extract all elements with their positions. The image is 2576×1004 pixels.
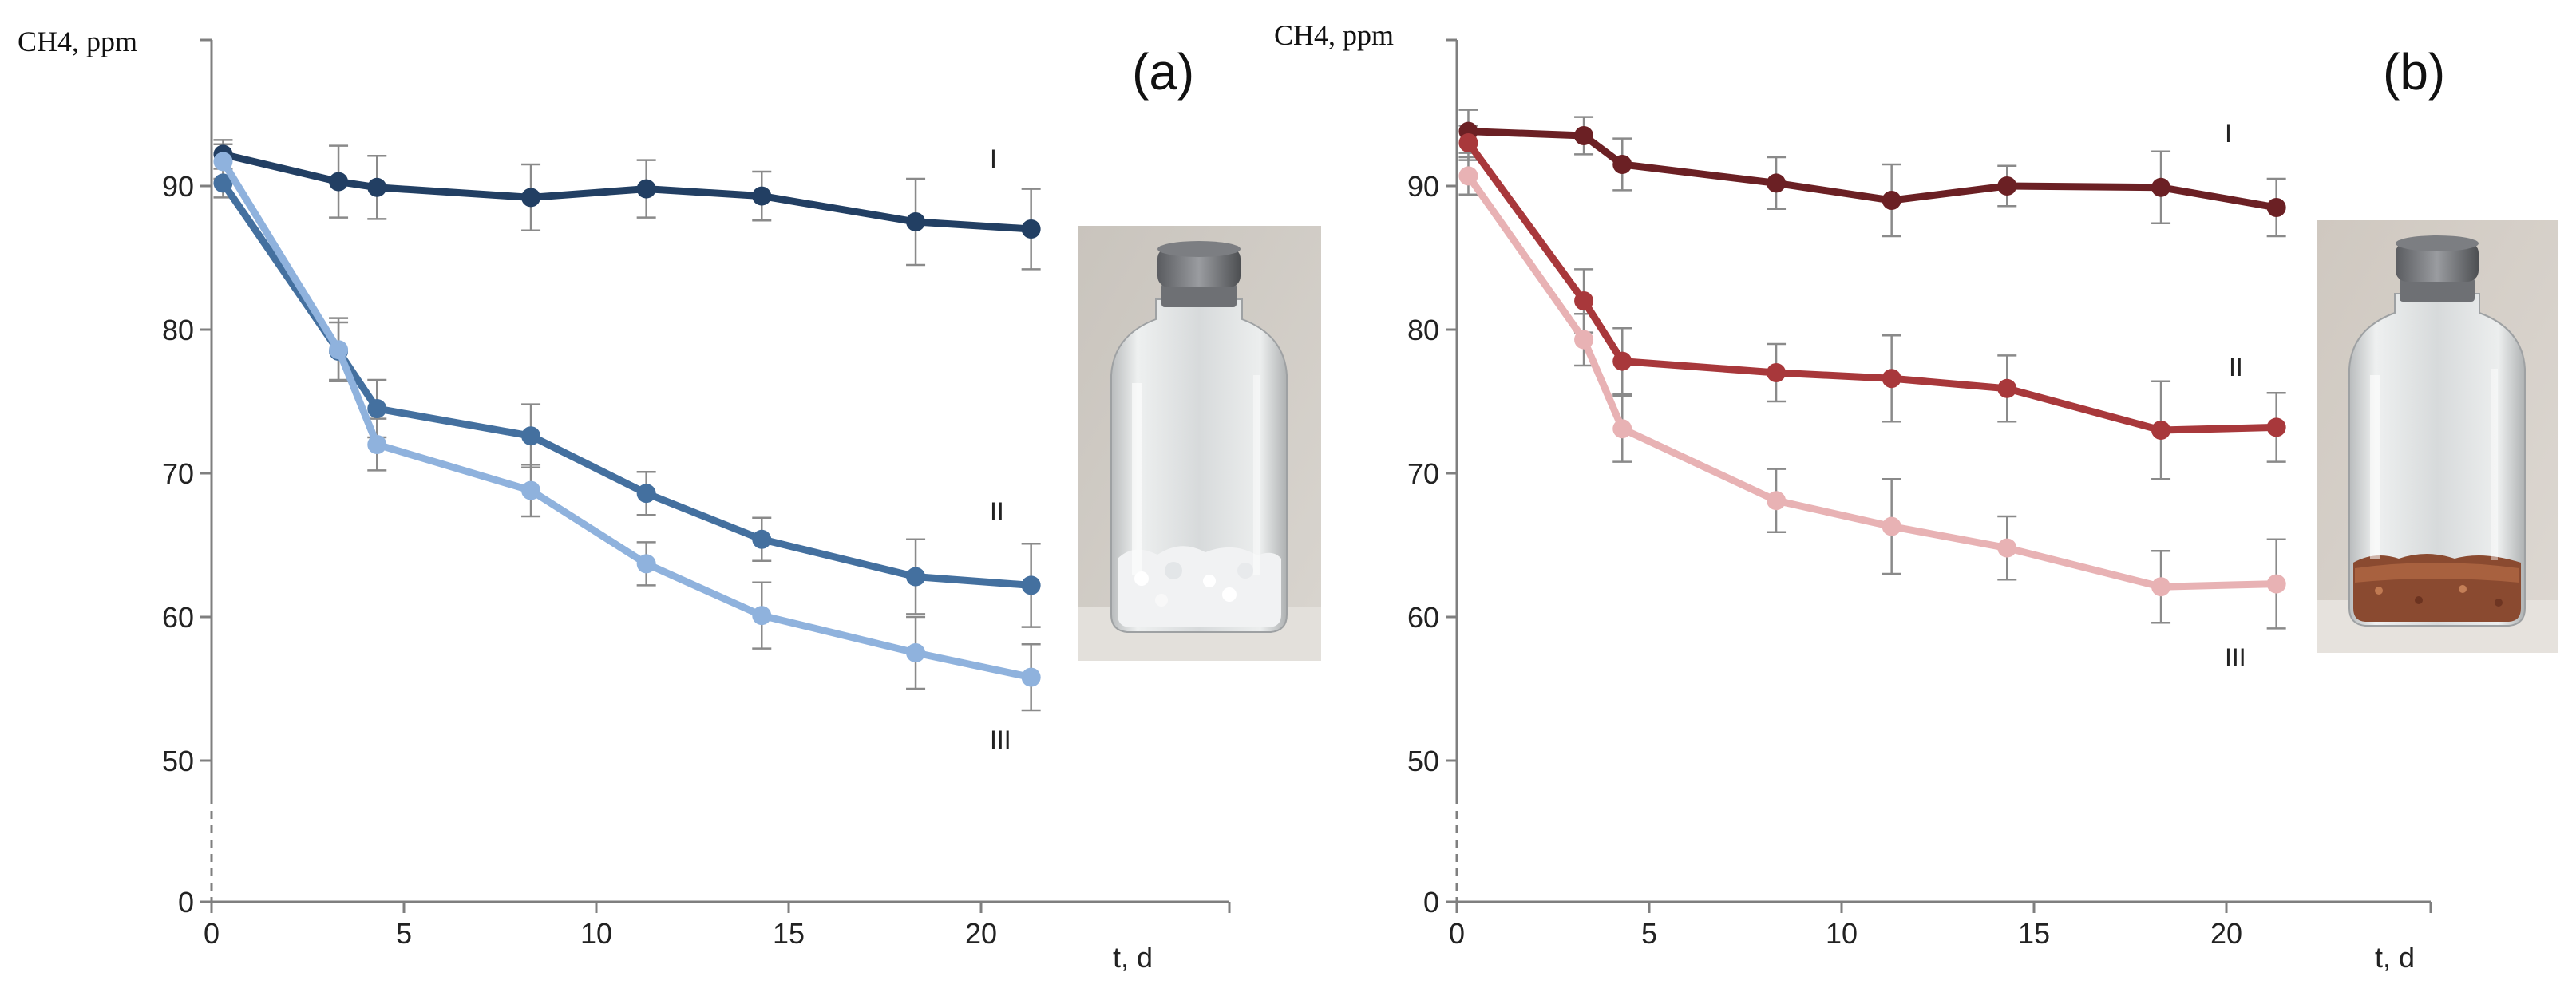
data-point — [1612, 351, 1632, 371]
axes: 0 50 60 70 80 90 0 5 10 15 20 — [162, 38, 1231, 950]
y-tick-label: 80 — [1407, 314, 1439, 346]
y-tick-label: 50 — [162, 745, 194, 777]
data-point — [1574, 330, 1594, 350]
data-point — [1458, 133, 1478, 152]
data-point — [906, 567, 926, 587]
data-point — [752, 606, 772, 626]
data-point — [1021, 667, 1041, 687]
x-axis-label: t, d — [1113, 941, 1153, 974]
series-label: I — [990, 144, 997, 173]
data-point — [752, 529, 772, 549]
data-point — [1612, 419, 1632, 439]
data-point — [521, 426, 541, 446]
glass-vial-brown-granules-icon — [2317, 220, 2558, 653]
data-point — [329, 340, 349, 360]
y-tick-label: 60 — [162, 601, 194, 634]
x-tick-label: 10 — [580, 917, 612, 950]
y-tick-label: 70 — [162, 457, 194, 490]
panel-label: (b) — [2383, 43, 2445, 101]
y-tick-label: 90 — [1407, 170, 1439, 203]
y-tick-label: 80 — [162, 314, 194, 346]
data-point — [1021, 575, 1041, 595]
y-tick-label: 60 — [1407, 601, 1439, 634]
series-lines — [213, 144, 1041, 687]
data-point — [213, 173, 233, 193]
data-point — [636, 554, 656, 574]
y-tick-label: 50 — [1407, 745, 1439, 777]
data-point — [1574, 291, 1594, 310]
series-line-III — [220, 157, 1035, 682]
data-point — [1997, 378, 2017, 398]
x-axis-label: t, d — [2375, 941, 2415, 974]
data-point — [1767, 363, 1787, 382]
data-point — [2266, 198, 2286, 217]
data-point — [1574, 126, 1594, 145]
series-label: II — [990, 497, 1004, 526]
data-point — [2151, 421, 2171, 440]
data-point — [1767, 173, 1787, 193]
data-point — [367, 399, 387, 418]
data-point — [367, 177, 387, 197]
data-point — [752, 186, 772, 206]
data-point — [2266, 417, 2286, 437]
glass-vial-white-crystals-icon — [1078, 226, 1321, 661]
axes: 0 50 60 70 80 90 0 5 10 15 20 — [1407, 38, 2432, 950]
x-tick-label: 10 — [1826, 917, 1858, 950]
data-point — [906, 643, 926, 662]
series-label: I — [2225, 119, 2232, 148]
data-point — [906, 212, 926, 231]
x-tick-label: 0 — [204, 917, 220, 950]
y-tick-label: 70 — [1407, 457, 1439, 490]
x-tick-label: 15 — [2018, 917, 2050, 950]
data-point — [1882, 191, 1901, 210]
x-tick-label: 5 — [396, 917, 412, 950]
y-tick-label: 0 — [178, 886, 194, 919]
data-point — [521, 188, 541, 208]
data-point — [1997, 176, 2017, 196]
x-tick-label: 20 — [2210, 917, 2242, 950]
series-lines — [1458, 121, 2286, 597]
data-point — [367, 435, 387, 454]
y-axis-label: CH4, ppm — [18, 26, 137, 57]
x-tick-label: 5 — [1641, 917, 1657, 950]
panel-label: (a) — [1132, 43, 1194, 101]
series-label: III — [990, 725, 1011, 754]
series-line-II — [220, 179, 1035, 589]
data-point — [2151, 177, 2171, 197]
series-label: II — [2229, 353, 2243, 381]
data-point — [213, 152, 233, 172]
x-tick-label: 0 — [1449, 917, 1465, 950]
data-point — [1458, 166, 1478, 186]
data-point — [636, 179, 656, 199]
y-tick-label: 0 — [1423, 886, 1439, 919]
data-point — [521, 480, 541, 500]
x-tick-label: 15 — [773, 917, 805, 950]
data-point — [1021, 219, 1041, 239]
y-axis-label: CH4, ppm — [1274, 19, 1394, 51]
data-point — [2266, 574, 2286, 594]
series-line-II — [1465, 139, 2281, 434]
data-point — [1767, 491, 1787, 511]
data-point — [1612, 155, 1632, 174]
data-point — [329, 172, 349, 192]
data-point — [1882, 516, 1901, 536]
y-tick-label: 90 — [162, 170, 194, 203]
series-line-III — [1465, 172, 2281, 591]
data-point — [1997, 538, 2017, 558]
data-point — [636, 484, 656, 504]
x-tick-label: 20 — [965, 917, 997, 950]
data-point — [1882, 369, 1901, 389]
series-label: III — [2225, 643, 2246, 672]
data-point — [2151, 577, 2171, 597]
